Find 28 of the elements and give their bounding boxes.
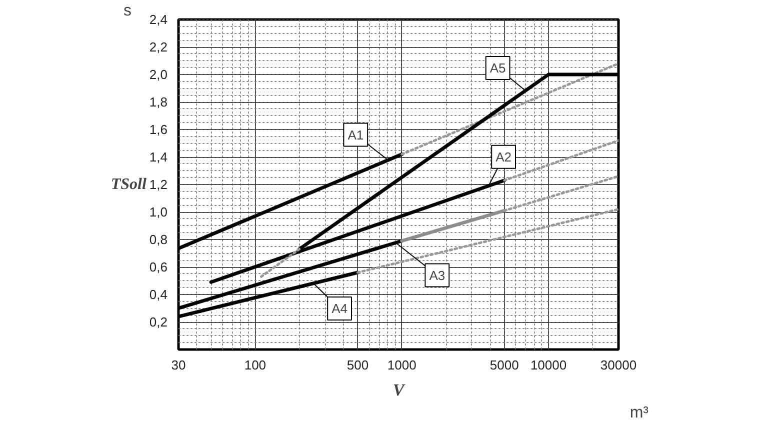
x-axis-title: V xyxy=(392,380,406,400)
y-tick-label: 1,2 xyxy=(149,177,168,192)
annotation: A2 xyxy=(496,149,512,164)
text: s xyxy=(124,2,132,20)
y-tick-label: 1,4 xyxy=(149,150,168,164)
y-tick-label: 2,2 xyxy=(149,40,168,54)
y-tick-label: 0,4 xyxy=(149,287,168,302)
x-tick-label: 10000 xyxy=(530,358,567,372)
y-tick-label: 0,6 xyxy=(149,260,168,274)
y-tick-label: 1,8 xyxy=(149,94,168,110)
x-tick-label: 500 xyxy=(346,358,369,372)
x-tick-label: 30 xyxy=(171,358,186,372)
x-tick-label: 30000 xyxy=(600,358,637,372)
y-axis-title: TSoll xyxy=(110,176,147,193)
x-tick-label: 100 xyxy=(244,358,266,372)
x-tick-label: 1000 xyxy=(387,358,416,372)
y-tick-label: 1,0 xyxy=(149,204,168,220)
y-tick-label: 0,2 xyxy=(149,314,168,330)
y-tick-label: 2,4 xyxy=(149,12,168,27)
y-tick-label: 1,6 xyxy=(149,122,168,137)
annotation: A3 xyxy=(429,268,446,283)
y-tick-label: 2,0 xyxy=(149,67,168,82)
y-tick-label: 0,8 xyxy=(149,232,168,247)
annotation: A5 xyxy=(490,60,506,76)
x-tick-label: 5000 xyxy=(490,358,519,372)
text: m³ xyxy=(630,404,650,422)
annotation: A4 xyxy=(332,301,348,316)
annotation: A1 xyxy=(348,127,364,142)
